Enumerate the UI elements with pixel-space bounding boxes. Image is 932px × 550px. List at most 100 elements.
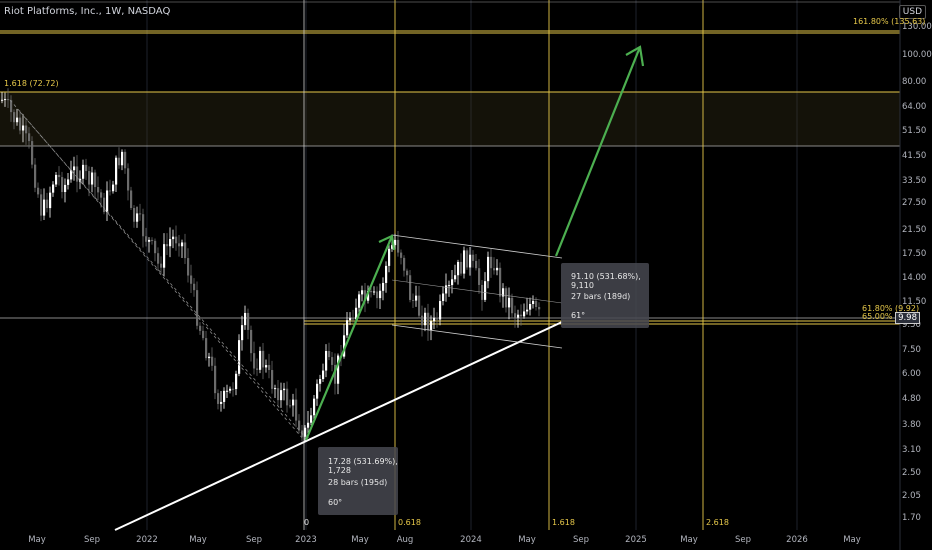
candle-body xyxy=(4,99,7,101)
candle-body xyxy=(271,370,274,389)
candle-body xyxy=(25,125,28,134)
candle-body xyxy=(19,117,22,131)
candle-body xyxy=(466,250,469,268)
candle-body xyxy=(115,157,118,185)
candle-body xyxy=(517,314,520,318)
fib-ext-label: 161.80% (135.63) xyxy=(853,17,926,26)
channel-mid-line xyxy=(391,279,563,304)
candle-body xyxy=(166,244,169,247)
candle-body xyxy=(274,388,277,390)
support-trendline xyxy=(114,321,563,531)
candle-body xyxy=(304,427,307,437)
candle-body xyxy=(145,236,148,242)
measure-box-2[interactable]: 91.10 (531.68%), 9,110 27 bars (189d) 61… xyxy=(561,263,649,328)
price-axis-tick: 3.10 xyxy=(902,445,921,455)
candle-body xyxy=(379,290,382,299)
candle-body xyxy=(112,184,115,192)
candle-body xyxy=(421,315,424,326)
candle-body xyxy=(502,288,505,297)
candle-body xyxy=(358,294,361,308)
candle-body xyxy=(295,399,298,421)
candle-body xyxy=(397,239,400,253)
candle-body xyxy=(478,268,481,285)
time-axis-tick: May xyxy=(518,535,536,545)
price-axis-tick: 6.00 xyxy=(902,369,921,379)
candle-body xyxy=(202,330,205,339)
candle-body xyxy=(376,291,379,299)
candle-body xyxy=(136,213,139,222)
candle-body xyxy=(208,356,211,359)
candle-body xyxy=(322,370,325,380)
candle-body xyxy=(1,99,4,101)
candle-body xyxy=(388,248,391,266)
candle-body xyxy=(67,179,70,185)
candle-body xyxy=(523,311,526,317)
time-axis-tick: May xyxy=(189,535,207,545)
candle-body xyxy=(172,236,175,240)
candle-body xyxy=(415,295,418,301)
candle-body xyxy=(40,194,43,216)
candle-body xyxy=(316,383,319,399)
candle-body xyxy=(148,239,151,242)
candle-body xyxy=(223,390,226,402)
candle-body xyxy=(52,184,55,193)
candle-body xyxy=(349,317,352,321)
candle-body xyxy=(253,353,256,369)
candle-body xyxy=(277,388,280,401)
candle-body xyxy=(157,253,160,264)
candle-body xyxy=(241,325,244,341)
fib-levels xyxy=(0,0,900,530)
currency-button[interactable]: USD xyxy=(898,5,926,19)
measure-arrow-1 xyxy=(304,235,394,441)
candle-body xyxy=(94,172,97,188)
candle-body xyxy=(490,256,493,269)
fib-time-0-label: 0 xyxy=(304,518,310,527)
fib-1618-label: 1.618 (72.72) xyxy=(4,79,59,88)
candle-body xyxy=(238,340,241,374)
fib-time-0618-label: 0.618 xyxy=(398,518,421,527)
candle-body xyxy=(520,314,523,317)
candle-body xyxy=(424,312,427,326)
measure-1-bars: 28 bars (195d) xyxy=(328,478,388,487)
candle-body xyxy=(58,174,61,178)
candle-body xyxy=(427,312,430,331)
price-axis-tick: 27.50 xyxy=(902,198,927,208)
candle-body xyxy=(22,125,25,131)
price-axis-tick: 17.50 xyxy=(902,249,927,259)
candle-body xyxy=(85,164,88,172)
candle-body xyxy=(283,388,286,391)
candle-body xyxy=(343,335,346,357)
time-axis-tick: 2023 xyxy=(295,535,317,545)
time-axis-tick: 2022 xyxy=(136,535,158,545)
candle-body xyxy=(244,312,247,326)
candle-body xyxy=(37,187,40,195)
candle-body xyxy=(310,415,313,423)
candle-body xyxy=(334,364,337,384)
price-axis-tick: 4.80 xyxy=(902,394,921,404)
candle-body xyxy=(163,244,166,268)
candle-body xyxy=(139,213,142,215)
candle-body xyxy=(352,317,355,320)
dashed-trend-line xyxy=(9,99,305,441)
candle-body xyxy=(268,365,271,371)
candle-body xyxy=(100,192,103,198)
drawing-tools[interactable] xyxy=(9,45,645,531)
measure-box-1[interactable]: 17.28 (531.69%), 1,728 28 bars (195d) 60… xyxy=(318,447,398,515)
candle-body xyxy=(130,190,133,209)
candle-body xyxy=(175,236,178,244)
candle-body xyxy=(403,257,406,271)
price-axis-tick: 9.50 xyxy=(902,320,921,330)
candle-body xyxy=(127,168,130,191)
candle-body xyxy=(103,197,106,213)
candle-body xyxy=(190,275,193,284)
candle-body xyxy=(442,293,445,302)
candle-body xyxy=(532,300,535,304)
candle-body xyxy=(247,312,250,330)
candle-body xyxy=(370,290,373,293)
candle-body xyxy=(472,254,475,261)
candle-body xyxy=(469,254,472,268)
candle-body xyxy=(286,388,289,406)
candle-body xyxy=(118,157,121,166)
candle-body xyxy=(394,239,397,246)
